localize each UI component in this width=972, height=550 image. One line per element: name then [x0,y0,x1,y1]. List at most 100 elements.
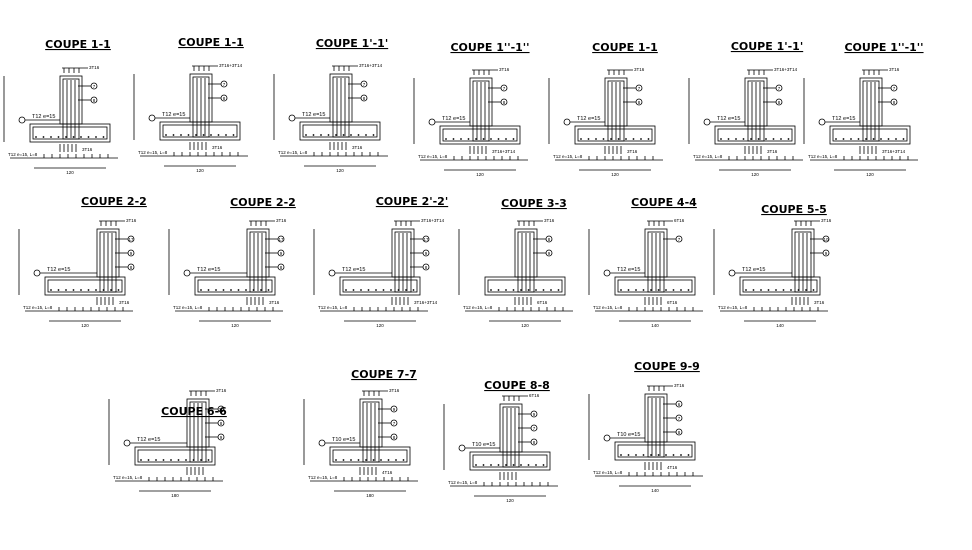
tag-label: T12 e=15 [742,267,765,273]
rebar-dot [335,134,337,136]
bottom-rebar-label: T12 e=15, L=8 [8,152,38,157]
rebar-dot [482,464,485,466]
callout-circle [217,419,225,427]
rebar-dot [50,136,52,138]
footing-stirrup [47,279,123,293]
callout-circle [675,414,683,422]
rebar-dot [87,136,90,138]
rebar-dot [527,289,530,291]
callout-circle [277,249,285,257]
dimension-value: 140 [651,323,659,328]
rebar-dot [872,138,875,140]
footing [329,446,411,466]
rebar-dot [252,289,255,291]
rebar-dot [162,459,165,461]
rebar-dot [665,454,667,456]
rebar-dot [497,289,500,291]
rebar-dot [557,289,560,291]
rebar-dot [642,454,645,456]
rebar-dot [627,454,630,456]
callout-number: 8 [638,100,641,105]
section-s6: COUPE 1'-1' 3T16+3T14 7 8 T12 e=15 3T16 T12 e=… [688,40,803,177]
callout-circle [360,94,368,102]
callout-circle [545,235,553,243]
callout-number: 9 [548,251,551,256]
callout-circle [675,235,683,243]
rebar-dot [642,289,645,291]
rebar-dot [245,289,247,291]
tag-label: T12 e=15 [32,114,55,120]
dimension-value: 140 [651,488,659,493]
tag-circle [328,269,336,277]
footing [739,276,821,296]
rebar-dot [452,138,455,140]
callout-number: 9 [825,251,828,256]
dimension-value: 120 [506,498,514,503]
callout-number: 8 [93,98,96,103]
callout-number: 17 [423,237,429,242]
top-rebar-label: 3T16 [89,65,100,70]
callout-circle [500,98,508,106]
side-rebar-label: 3T16 [767,149,778,154]
tag-label: T12 e=15 [47,267,70,273]
callout-number: 7 [503,86,506,91]
rebar-dot [215,289,217,291]
footing-stirrup [617,279,693,293]
tag-circle [728,269,736,277]
footing-stirrup [302,124,378,138]
dimension-value: 120 [66,170,74,175]
top-rebar-label: 3T16 [389,388,400,393]
bottom-rebar-label: T12 e=15, L=8 [448,480,478,485]
rebar-dot [390,289,392,291]
rebar-dot [482,138,485,140]
rebar-dot [750,138,752,140]
section-s1: COUPE 1-1 3T16 7 8 T12 e=15 3T16 T12 e=15, L=8… [3,38,118,175]
callout-circle [127,263,135,271]
footing [194,276,276,296]
rebar-dot [835,138,837,140]
rebar-dot [232,134,235,136]
rebar-dot [895,138,897,140]
callout-number: 7 [893,86,896,91]
rebar-dot [200,459,202,461]
rebar-dot [320,134,322,136]
tag-circle [458,444,466,452]
rebar-dot [380,459,382,461]
rebar-dot [102,289,105,291]
rebar-dot [625,138,627,140]
callout-number: 7 [533,426,536,431]
callout-circle [422,263,430,271]
top-rebar-label: 3T16+3T14 [219,63,243,68]
rebar-dot [520,464,522,466]
callout-number: 8 [533,440,536,445]
bottom-rebar-label: T12 e=15, L=8 [593,470,623,475]
footing-stirrup [742,279,818,293]
rebar-dot [742,138,745,140]
callout-circle [675,400,683,408]
rebar-dot [865,138,867,140]
bottom-rebar-label: T12 e=15, L=8 [718,305,748,310]
footing [339,276,421,296]
rebar-dot [202,134,205,136]
callout-number: 8 [280,265,283,270]
rebar-dot [172,134,175,136]
footing [614,441,696,461]
rebar-dot [165,134,167,136]
rebar-dot [812,289,815,291]
bottom-rebar-label: T12 e=15, L=8 [693,154,723,159]
bottom-rebar-label: T12 e=15, L=8 [463,305,493,310]
callout-circle [217,433,225,441]
side-rebar-label: 6T16 [667,300,678,305]
top-rebar-label: 3T16+3T14 [359,63,383,68]
rebar-dot [775,289,777,291]
section-title: COUPE 7-7 [351,368,417,381]
section-title: COUPE 5-5 [761,203,827,216]
rebar-dot [635,454,637,456]
rebar-dot [207,289,210,291]
tag-label: T12 e=15 [832,116,855,122]
rebar-dot [350,134,352,136]
footing [439,125,521,145]
section-s17: COUPE 9-9 3T16 6 7 8 T10 e=15 4T16 T12 e=15, L=… [588,360,703,493]
tag-label: T12 e=15 [617,267,640,273]
callout-circle [127,249,135,257]
